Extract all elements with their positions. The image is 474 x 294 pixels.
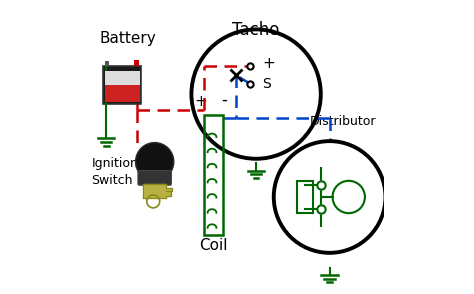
Bar — [105, 85, 140, 102]
Bar — [204, 115, 223, 235]
Text: -: - — [221, 91, 227, 109]
Text: S: S — [262, 77, 271, 91]
Circle shape — [136, 143, 174, 181]
Text: Tacho: Tacho — [232, 21, 280, 39]
FancyBboxPatch shape — [138, 171, 172, 185]
Bar — [105, 61, 109, 66]
Polygon shape — [143, 184, 173, 198]
Text: Ignition: Ignition — [91, 157, 138, 170]
Text: Battery: Battery — [100, 31, 156, 46]
Text: Distributor: Distributor — [310, 115, 376, 128]
Bar — [103, 66, 141, 104]
Text: Coil: Coil — [199, 238, 228, 253]
Text: +: + — [194, 94, 207, 109]
Bar — [297, 181, 313, 213]
Bar — [105, 71, 140, 85]
Bar — [134, 60, 139, 66]
Text: Switch: Switch — [91, 174, 133, 187]
Text: +: + — [262, 56, 275, 71]
